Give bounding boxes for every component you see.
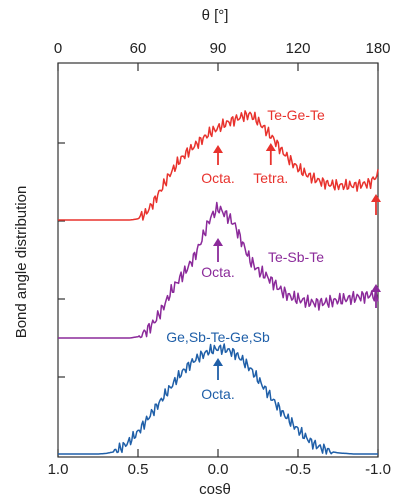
top-tick-label: 180 (365, 40, 390, 57)
annotation-label: Octa. (201, 264, 234, 280)
annotation-label: Tetra. (253, 170, 288, 186)
left-axis-ticks (58, 142, 65, 378)
top-tick-label: 90 (210, 40, 227, 57)
annotation-label: Octa. (201, 170, 234, 186)
series-layer (58, 110, 379, 455)
annotation-arrow-head (213, 238, 223, 246)
bottom-tick-label: -0.5 (285, 461, 311, 478)
annotation-label: Octa. (201, 386, 234, 402)
series-line-0 (58, 110, 379, 221)
annotation-arrow-head (371, 284, 381, 292)
bottom-tick-label: 1.0 (48, 461, 69, 478)
annotations: Octa. Tetra. Octa. Octa. (201, 143, 381, 402)
series-label-1: Te-Sb-Te (268, 249, 324, 265)
bottom-tick-label: 0.5 (128, 461, 149, 478)
x-axis-title-bottom: cosθ (199, 481, 231, 498)
annotation-arrow-head (265, 143, 276, 151)
bottom-axis-ticks: 1.0 0.5 0.0 -0.5 -1.0 (48, 449, 391, 478)
top-tick-label: 0 (54, 40, 62, 57)
top-tick-label: 120 (285, 40, 310, 57)
series-line-1 (58, 201, 379, 339)
top-tick-label: 60 (130, 40, 147, 57)
series-label-0: Te-Ge-Te (267, 107, 325, 123)
series-label-2: Ge,Sb-Te-Ge,Sb (166, 329, 270, 345)
bottom-tick-label: 0.0 (208, 461, 229, 478)
series-line-2 (58, 343, 378, 455)
annotation-arrow-head (213, 358, 223, 366)
annotation-arrow-head (213, 145, 223, 153)
y-axis-title: Bond angle distribution (13, 186, 30, 339)
x-axis-title-top: θ [°] (202, 7, 229, 24)
bottom-tick-label: -1.0 (365, 461, 391, 478)
annotation-arrow-head (371, 194, 381, 202)
series-labels: Te-Ge-Te Te-Sb-Te Ge,Sb-Te-Ge,Sb (166, 107, 325, 345)
top-axis-ticks: 0 60 90 120 180 (54, 40, 391, 71)
